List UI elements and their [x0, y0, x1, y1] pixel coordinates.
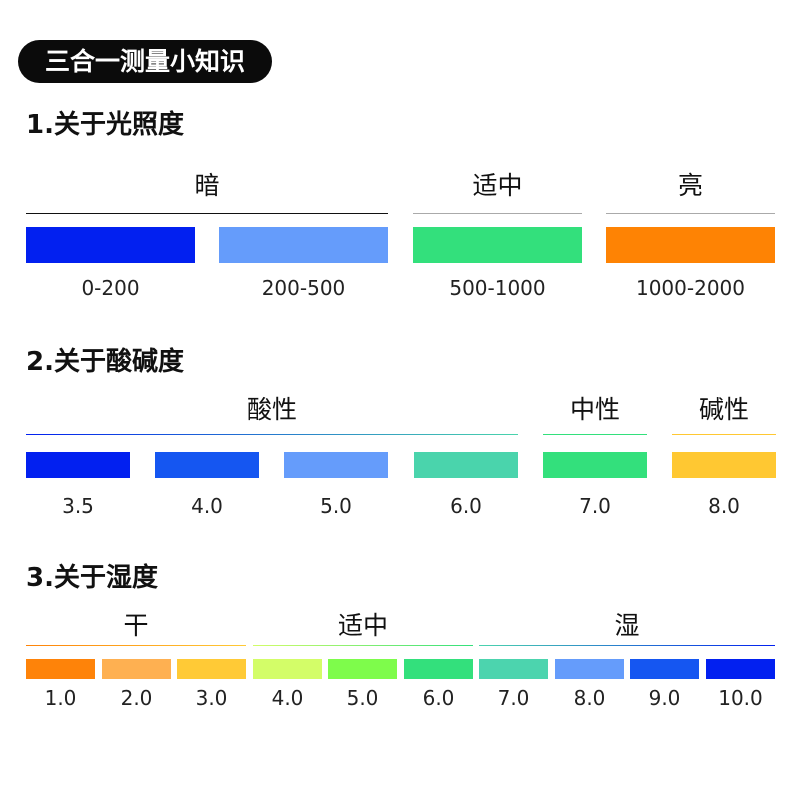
swatch-value-label: 5.0	[320, 494, 352, 518]
group-divider	[672, 434, 776, 435]
color-swatch	[479, 659, 548, 679]
swatch-value-label: 5.0	[346, 686, 379, 710]
color-swatch	[26, 452, 130, 478]
swatch-value-label: 1000-2000	[635, 276, 745, 300]
title-badge: 三合一测量小知识	[18, 40, 272, 83]
swatch-value-label: 200-500	[261, 276, 346, 300]
group-divider	[26, 645, 246, 646]
group-divider	[479, 645, 775, 646]
swatch-value-label: 0-200	[81, 276, 140, 300]
color-swatch	[284, 452, 388, 478]
color-swatch	[26, 227, 195, 263]
group-divider	[26, 213, 388, 214]
group-divider	[543, 434, 647, 435]
group-label: 适中	[472, 171, 523, 200]
swatch-value-label: 2.0	[120, 686, 153, 710]
section-heading-ph: 2.关于酸碱度	[26, 347, 184, 377]
swatch-value-label: 6.0	[422, 686, 455, 710]
swatch-value-label: 500-1000	[449, 276, 546, 300]
group-divider	[26, 434, 518, 435]
swatch-value-label: 3.0	[195, 686, 228, 710]
group-label: 适中	[337, 611, 388, 640]
color-swatch	[543, 452, 647, 478]
color-swatch	[706, 659, 775, 679]
swatch-value-label: 4.0	[271, 686, 304, 710]
swatch-value-label: 1.0	[44, 686, 77, 710]
color-swatch	[219, 227, 388, 263]
color-swatch	[413, 227, 582, 263]
color-swatch	[26, 659, 95, 679]
group-label: 亮	[677, 171, 703, 200]
swatch-value-label: 10.0	[718, 686, 763, 710]
group-label: 湿	[614, 611, 640, 640]
group-label: 暗	[194, 171, 220, 200]
color-swatch	[672, 452, 776, 478]
section-heading-humidity: 3.关于湿度	[26, 563, 158, 593]
group-label: 碱性	[698, 395, 749, 424]
group-divider	[253, 645, 473, 646]
group-divider	[606, 213, 775, 214]
color-swatch	[404, 659, 473, 679]
group-label: 酸性	[246, 395, 297, 424]
swatch-value-label: 9.0	[648, 686, 681, 710]
color-swatch	[102, 659, 171, 679]
group-label: 中性	[569, 395, 620, 424]
color-swatch	[414, 452, 518, 478]
swatch-value-label: 7.0	[579, 494, 611, 518]
swatch-value-label: 7.0	[497, 686, 530, 710]
color-swatch	[555, 659, 624, 679]
swatch-value-label: 4.0	[191, 494, 223, 518]
group-label: 干	[123, 611, 149, 640]
color-swatch	[253, 659, 322, 679]
color-swatch	[630, 659, 699, 679]
swatch-value-label: 8.0	[708, 494, 740, 518]
color-swatch	[328, 659, 397, 679]
color-swatch	[155, 452, 259, 478]
swatch-value-label: 3.5	[62, 494, 94, 518]
color-swatch	[606, 227, 775, 263]
swatch-value-label: 8.0	[573, 686, 606, 710]
group-divider	[413, 213, 582, 214]
section-heading-light: 1.关于光照度	[26, 110, 184, 140]
swatch-value-label: 6.0	[450, 494, 482, 518]
color-swatch	[177, 659, 246, 679]
